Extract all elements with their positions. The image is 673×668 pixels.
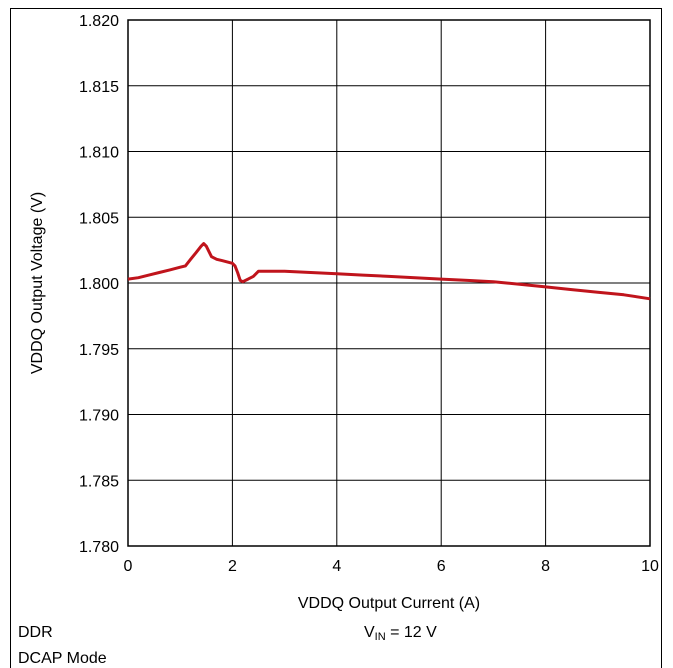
x-tick-labels: 0 2 4 6 8 10 <box>124 558 659 575</box>
y-tick-label: 1.805 <box>79 210 119 227</box>
x-axis-title: VDDQ Output Current (A) <box>298 595 480 612</box>
x-tick-label: 10 <box>641 558 659 575</box>
ddr-label: DDR <box>18 624 53 641</box>
grid-lines <box>128 20 650 546</box>
vin-symbol: V <box>364 624 375 641</box>
x-tick-label: 4 <box>332 558 341 575</box>
vin-subscript: IN <box>374 631 386 643</box>
y-tick-label: 1.800 <box>79 276 119 293</box>
y-tick-label: 1.815 <box>79 79 119 96</box>
y-tick-label: 1.780 <box>79 539 119 556</box>
y-tick-label: 1.820 <box>79 13 119 30</box>
x-tick-label: 2 <box>228 558 237 575</box>
y-tick-label: 1.790 <box>79 408 119 425</box>
x-tick-label: 8 <box>541 558 550 575</box>
y-axis-title: VDDQ Output Voltage (V) <box>29 192 46 374</box>
y-tick-labels: 1.820 1.815 1.810 1.805 1.800 1.795 1.790 1.785… <box>79 13 119 556</box>
vin-value: = 12 V <box>385 624 437 641</box>
y-tick-label: 1.795 <box>79 342 119 359</box>
y-tick-label: 1.785 <box>79 473 119 490</box>
x-tick-label: 0 <box>124 558 133 575</box>
y-tick-label: 1.810 <box>79 145 119 162</box>
figure-frame <box>10 8 662 668</box>
x-tick-label: 6 <box>437 558 446 575</box>
series-line <box>127 242 651 301</box>
vin-annotation: VIN = 12 V <box>364 624 437 643</box>
dcap-mode-label: DCAP Mode <box>18 650 107 667</box>
